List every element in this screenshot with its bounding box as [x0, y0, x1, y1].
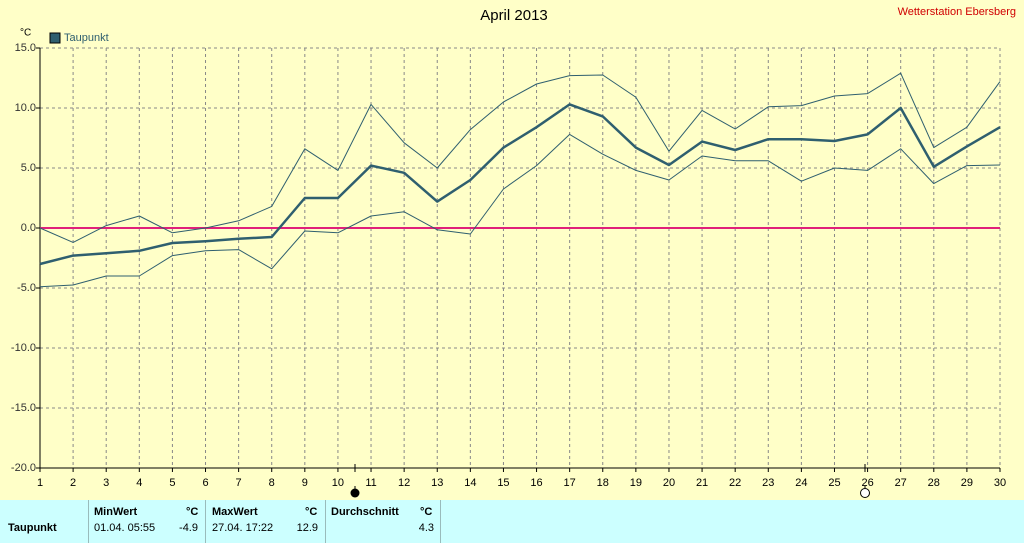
- x-tick-label: 23: [762, 477, 774, 489]
- station-name: Wetterstation Ebersberg: [898, 6, 1016, 18]
- x-tick-label: 20: [663, 477, 675, 489]
- x-tick-label: 28: [928, 477, 940, 489]
- stats-panel: MinWert °C MaxWert °C Durchschnitt °C Ta…: [0, 500, 1024, 543]
- legend-label: Taupunkt: [64, 32, 109, 44]
- chart-title: April 2013: [480, 7, 548, 24]
- series-line: [39, 72, 1001, 243]
- x-tick-label: 17: [564, 477, 576, 489]
- chart: April 2013 Wetterstation Ebersberg °C -2…: [11, 6, 1016, 498]
- separator: [440, 500, 441, 543]
- x-tick-label: 21: [696, 477, 708, 489]
- x-tick-label: 14: [464, 477, 476, 489]
- header: MaxWert: [212, 506, 258, 518]
- y-tick-label: 15.0: [15, 42, 36, 54]
- y-tick-label: -20.0: [11, 462, 36, 474]
- x-tick-label: 24: [795, 477, 807, 489]
- x-tick-label: 8: [269, 477, 275, 489]
- x-tick-label: 30: [994, 477, 1006, 489]
- x-tick-label: 27: [895, 477, 907, 489]
- min-time: 01.04. 05:55: [94, 522, 156, 534]
- y-tick-label: 0.0: [21, 222, 36, 234]
- x-tick-label: 10: [332, 477, 344, 489]
- x-tick-label: 9: [302, 477, 308, 489]
- min-value: -4.9: [179, 522, 198, 534]
- x-tick-label: 12: [398, 477, 410, 489]
- x-tick-label: 4: [136, 477, 142, 489]
- x-tick-label: 22: [729, 477, 741, 489]
- x-tick-label: 7: [236, 477, 242, 489]
- x-tick-label: 3: [103, 477, 109, 489]
- x-tick-label: 16: [530, 477, 542, 489]
- x-tick-label: 5: [169, 477, 175, 489]
- header: °C: [305, 506, 318, 518]
- header: MinWert: [94, 506, 138, 518]
- separator: [205, 500, 206, 543]
- separator: [325, 500, 326, 543]
- header: Durchschnitt: [331, 506, 399, 518]
- x-tick-label: 1: [37, 477, 43, 489]
- legend-swatch: [49, 32, 61, 44]
- x-tick-label: 18: [597, 477, 609, 489]
- series-line: [39, 133, 1001, 288]
- avg-value: 4.3: [418, 522, 434, 534]
- header: °C: [186, 506, 199, 518]
- max-value: 12.9: [296, 522, 318, 534]
- row-label: Taupunkt: [8, 522, 57, 534]
- x-tick-label: 6: [202, 477, 208, 489]
- x-tick-label: 26: [861, 477, 873, 489]
- x-tick-label: 15: [497, 477, 509, 489]
- y-tick-label: -5.0: [17, 282, 36, 294]
- y-tick-label: 10.0: [15, 102, 36, 114]
- max-time: 27.04. 17:22: [212, 522, 274, 534]
- separator: [88, 500, 89, 543]
- x-tick-label: 2: [70, 477, 76, 489]
- header: °C: [420, 506, 433, 518]
- x-tick-label: 13: [431, 477, 443, 489]
- x-tick-label: 19: [630, 477, 642, 489]
- x-tick-label: 11: [365, 477, 376, 489]
- new-moon: [350, 488, 360, 498]
- y-tick-label: -10.0: [11, 342, 36, 354]
- full-moon: [860, 488, 870, 498]
- series-line: [39, 103, 1001, 266]
- x-tick-label: 29: [961, 477, 973, 489]
- y-unit: °C: [20, 28, 31, 39]
- x-tick-label: 25: [828, 477, 840, 489]
- y-tick-label: -15.0: [11, 402, 36, 414]
- y-tick-label: 5.0: [21, 162, 36, 174]
- moon-markers: [350, 464, 870, 498]
